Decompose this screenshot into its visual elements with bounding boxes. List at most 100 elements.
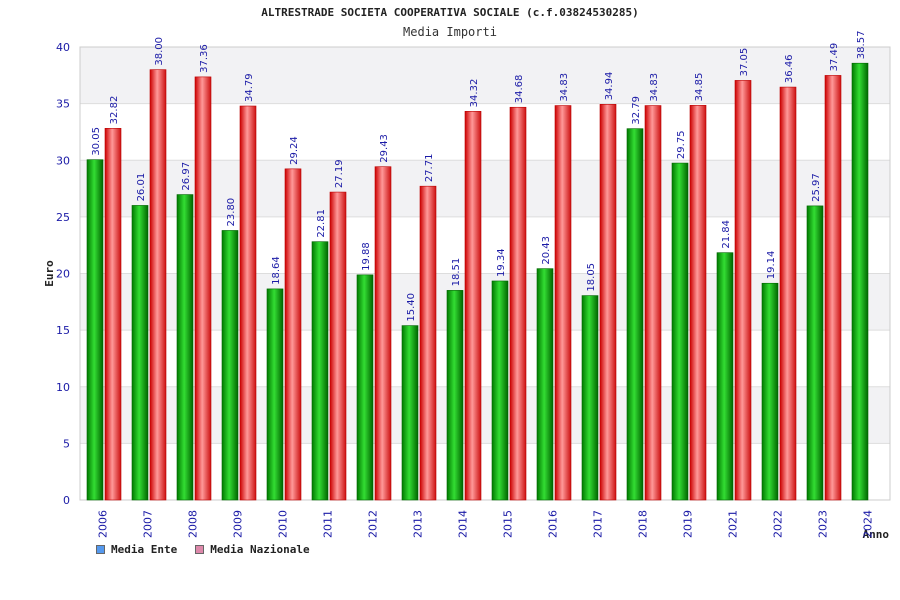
bar-media-ente-2009: [221, 230, 239, 501]
bar-media-ente-2022: [761, 282, 779, 501]
data-label: 34.83: [559, 73, 570, 102]
grid-band: [80, 47, 890, 104]
y-tick-label: 15: [56, 324, 70, 337]
data-label: 34.83: [649, 73, 660, 102]
bar-media-ente-2011: [311, 241, 329, 501]
bar-media-ente-2024: [851, 62, 869, 501]
data-label: 38.00: [154, 37, 165, 66]
data-label: 18.51: [451, 258, 462, 287]
bar-media-ente-2007: [131, 205, 149, 501]
bar-media-nazionale-2009: [239, 105, 257, 501]
data-label: 32.82: [109, 96, 120, 125]
x-tick-label: 2014: [457, 510, 470, 538]
x-axis-title: Anno: [863, 528, 890, 541]
axes: 0 5 10 15 20 25 30 35 40 Euro Anno 2006 2007 2008 2009…: [43, 41, 889, 541]
grid-band: [80, 386, 890, 444]
data-label: 29.43: [379, 134, 390, 163]
x-tick-label: 2011: [322, 510, 335, 538]
data-label: 32.79: [631, 96, 642, 125]
bar-media-nazionale-2010: [284, 168, 302, 501]
grid-band: [80, 160, 890, 217]
bar-media-nazionale-2019: [689, 105, 707, 501]
bar-media-nazionale-2018: [644, 105, 662, 501]
grid-band: [80, 443, 890, 500]
bar-media-ente-2010: [266, 288, 284, 501]
data-label: 30.05: [91, 127, 102, 156]
data-label: 27.19: [334, 159, 345, 188]
x-tick-label: 2013: [412, 510, 425, 538]
plot-frame: [79, 46, 891, 501]
legend-label-media-nazionale: Media Nazionale: [210, 543, 310, 556]
bar-media-ente-2013: [401, 325, 419, 501]
bar-media-ente-2008: [176, 194, 194, 501]
x-tick-label: 2023: [817, 510, 830, 538]
bar-media-nazionale-2014: [464, 111, 482, 501]
data-label: 19.34: [496, 248, 507, 277]
data-label: 37.05: [739, 48, 750, 77]
legend: Media Ente Media Nazionale: [96, 543, 310, 556]
bar-media-nazionale-2016: [554, 105, 572, 501]
x-tick-label: 2015: [502, 510, 515, 538]
data-label: 20.43: [541, 236, 552, 265]
bar-media-nazionale-2012: [374, 166, 392, 501]
x-tick-label: 2024: [862, 510, 875, 538]
bar-media-nazionale-2022: [779, 86, 797, 501]
data-label: 21.84: [721, 220, 732, 249]
grid-band: [80, 330, 890, 387]
x-tick-label: 2017: [592, 510, 605, 538]
data-label: 23.80: [226, 198, 237, 227]
chart-subtitle: Media Importi: [403, 25, 497, 39]
chart-title: ALTRESTRADE SOCIETA COOPERATIVA SOCIALE …: [261, 6, 639, 19]
x-tick-label: 2007: [142, 510, 155, 538]
x-tick-label: 2012: [367, 510, 380, 538]
bar-media-nazionale-2013: [419, 185, 437, 501]
bar-media-nazionale-2011: [329, 191, 347, 501]
data-label: 37.49: [829, 43, 840, 72]
y-tick-label: 10: [56, 381, 70, 394]
y-axis-title: Euro: [43, 260, 56, 287]
data-label: 19.14: [766, 251, 777, 280]
data-label: 19.88: [361, 242, 372, 271]
data-label: 26.97: [181, 162, 192, 191]
data-label: 34.94: [604, 72, 615, 101]
x-tick-label: 2009: [232, 510, 245, 538]
y-tick-label: 20: [56, 268, 70, 281]
bar-media-ente-2018: [626, 128, 644, 501]
bar-media-nazionale-2021: [734, 80, 752, 501]
grid-band: [80, 273, 890, 331]
bar-media-ente-2021: [716, 252, 734, 501]
data-labels: 30.05 32.82 26.01 38.00 26.97 37.36 23.80 34.79…: [91, 31, 867, 322]
y-tick-label: 40: [56, 41, 70, 54]
data-label: 34.79: [244, 73, 255, 102]
grid-band: [80, 103, 890, 161]
data-label: 25.97: [811, 173, 822, 202]
grid-band: [80, 216, 890, 274]
x-tick-label: 2010: [277, 510, 290, 538]
data-label: 36.46: [784, 54, 795, 83]
data-label: 34.85: [694, 73, 705, 102]
x-tick-label: 2016: [547, 510, 560, 538]
grid: [79, 46, 891, 501]
x-tick-label: 2021: [727, 510, 740, 538]
bar-media-nazionale-2007: [149, 69, 167, 501]
data-label: 27.71: [424, 154, 435, 183]
data-label: 18.64: [271, 256, 282, 285]
data-label: 29.75: [676, 130, 687, 159]
y-tick-label: 5: [63, 437, 70, 450]
legend-item-media-ente: Media Ente: [96, 543, 177, 556]
data-label: 38.57: [856, 31, 867, 60]
bar-media-ente-2014: [446, 290, 464, 501]
bars: [86, 62, 869, 501]
x-tick-label: 2019: [682, 510, 695, 538]
data-label: 34.68: [514, 75, 525, 104]
legend-label-media-ente: Media Ente: [111, 543, 178, 556]
bar-media-ente-2015: [491, 280, 509, 501]
y-tick-label: 0: [63, 494, 70, 507]
y-tick-label: 35: [56, 98, 70, 111]
bar-media-nazionale-2006: [104, 128, 122, 501]
data-label: 34.32: [469, 79, 480, 108]
bar-media-nazionale-2008: [194, 76, 212, 501]
data-label: 26.01: [136, 173, 147, 202]
x-tick-label: 2018: [637, 510, 650, 538]
